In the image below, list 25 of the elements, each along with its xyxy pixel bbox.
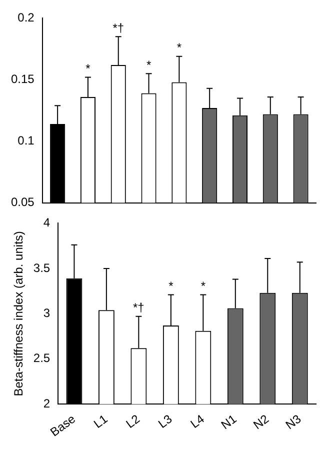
annotation: * (86, 62, 91, 76)
y-tick-label: 0.1 (18, 134, 35, 148)
annotation: * (146, 58, 152, 72)
x-tick-label: N1 (218, 412, 240, 432)
y-tick-label: 2 (43, 396, 50, 410)
annotation: * (200, 279, 206, 293)
y-tick-label: 0.05 (10, 195, 35, 210)
x-tick-label: Base (48, 412, 78, 440)
x-tick-label: L1 (91, 412, 110, 431)
x-tick-label: L3 (156, 412, 175, 431)
annotation: *† (112, 20, 124, 35)
annotation: * (176, 40, 182, 55)
annotation: * (168, 279, 174, 293)
x-tick-label: L2 (123, 412, 143, 431)
x-tick-label: L4 (188, 412, 208, 431)
y-tick-label: 2.5 (33, 351, 50, 366)
y-tick-label: 4 (43, 216, 50, 230)
y-tick-label: 0.15 (10, 72, 35, 86)
x-tick-label: N3 (282, 412, 304, 432)
y-tick-label: 3.5 (33, 260, 50, 275)
y-tick-label: 0.2 (18, 10, 35, 25)
annotation: *† (133, 300, 144, 315)
y-tick-label: 3 (43, 306, 50, 320)
y-axis-title: Beta-stiffness index (arb. units) (12, 231, 26, 396)
x-tick-label: N2 (250, 412, 272, 432)
